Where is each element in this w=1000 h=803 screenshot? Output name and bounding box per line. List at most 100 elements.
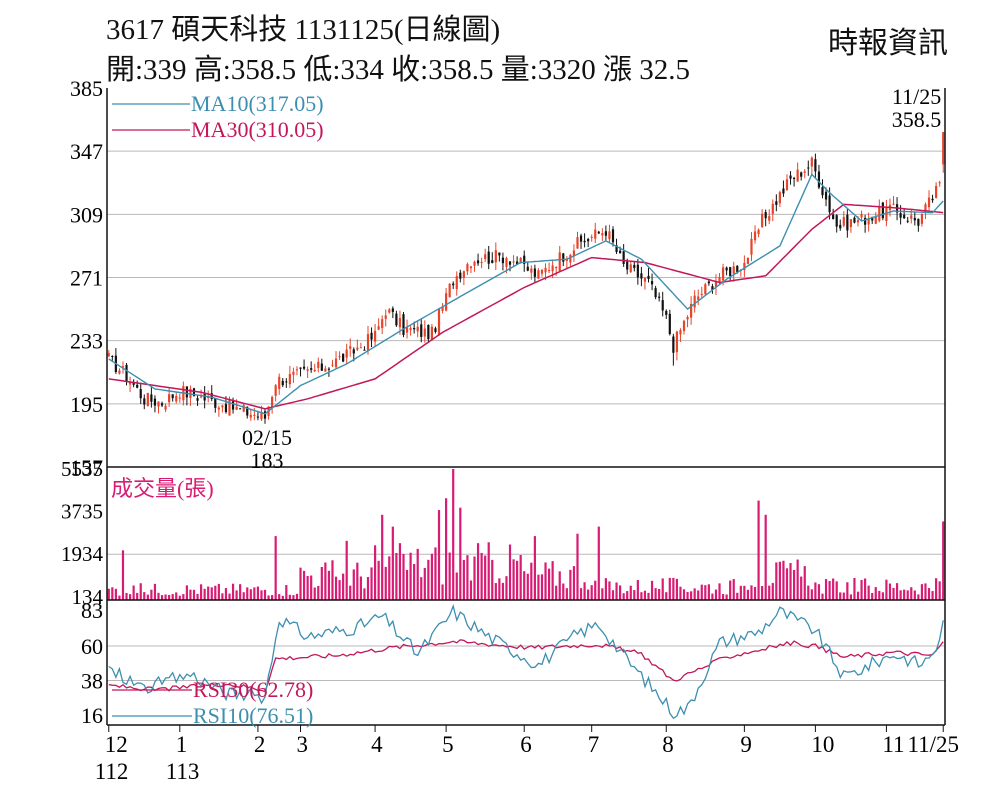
volume-tick-label: 3735 bbox=[61, 500, 103, 524]
candle-body bbox=[171, 394, 174, 399]
candle-body bbox=[807, 167, 810, 169]
volume-bar bbox=[878, 590, 881, 600]
candle-body bbox=[370, 332, 373, 340]
volume-bar bbox=[814, 582, 817, 600]
candle-body bbox=[594, 229, 597, 239]
candle-body bbox=[448, 283, 451, 298]
volume-bar bbox=[342, 573, 345, 600]
volume-bar bbox=[668, 577, 671, 600]
month-label: 5 bbox=[442, 732, 454, 757]
month-label: 3 bbox=[297, 732, 309, 757]
volume-bar bbox=[899, 590, 902, 600]
volume-bar bbox=[388, 556, 391, 600]
volume-bar bbox=[551, 561, 554, 600]
volume-bar bbox=[256, 586, 260, 600]
candle-body bbox=[714, 281, 718, 287]
volume-bar bbox=[423, 567, 426, 600]
candle-body bbox=[345, 349, 348, 358]
candle-body bbox=[672, 336, 675, 353]
volume-bar bbox=[530, 562, 533, 600]
volume-bar bbox=[892, 587, 895, 600]
volume-bar bbox=[665, 592, 668, 600]
candle-body bbox=[828, 195, 831, 213]
volume-bar bbox=[320, 567, 323, 600]
volume-bar bbox=[295, 593, 299, 600]
volume-bar bbox=[824, 579, 828, 600]
candle-body bbox=[253, 414, 256, 416]
volume-bar bbox=[125, 592, 128, 600]
candle-body bbox=[750, 238, 753, 255]
volume-bar bbox=[153, 583, 157, 600]
volume-bar bbox=[846, 582, 849, 600]
candle-body bbox=[938, 182, 941, 184]
volume-bar bbox=[466, 555, 469, 600]
volume-bar bbox=[150, 589, 153, 600]
candle-body bbox=[349, 346, 352, 349]
volume-bar bbox=[864, 578, 867, 600]
candle-body bbox=[743, 262, 746, 271]
volume-bar bbox=[650, 580, 654, 600]
volume-bar bbox=[462, 559, 465, 600]
candle-body bbox=[665, 310, 668, 315]
candle-body bbox=[917, 218, 920, 226]
candle-body bbox=[271, 397, 274, 408]
candle-body bbox=[452, 283, 455, 286]
volume-bar bbox=[555, 585, 558, 600]
candle-body bbox=[690, 303, 693, 318]
candle-body bbox=[136, 384, 139, 388]
volume-bar bbox=[721, 594, 725, 600]
volume-bar bbox=[498, 578, 501, 600]
candle-body bbox=[224, 404, 228, 413]
volume-bar bbox=[626, 591, 629, 600]
volume-bar bbox=[409, 552, 412, 600]
candle-body bbox=[160, 403, 164, 406]
candle-body bbox=[842, 216, 845, 226]
volume-bar bbox=[413, 563, 416, 600]
volume-bar bbox=[917, 594, 920, 600]
candle-body bbox=[476, 260, 480, 264]
volume-bar bbox=[405, 569, 409, 600]
volume-bar bbox=[647, 592, 650, 600]
volume-bar bbox=[697, 590, 700, 600]
volume-bar bbox=[398, 543, 402, 600]
candle-body bbox=[555, 267, 558, 269]
candle-body bbox=[249, 414, 252, 418]
volume-bar bbox=[562, 583, 565, 600]
candle-body bbox=[281, 380, 284, 386]
volume-bar bbox=[352, 569, 355, 600]
volume-bar bbox=[796, 559, 799, 600]
candle-body bbox=[771, 203, 774, 214]
volume-bar bbox=[743, 585, 746, 600]
volume-bar bbox=[203, 588, 206, 600]
candle-body bbox=[508, 261, 512, 265]
volume-bar bbox=[547, 568, 551, 600]
month-label: 9 bbox=[740, 732, 752, 757]
candle-body bbox=[732, 266, 735, 274]
candle-body bbox=[775, 201, 778, 205]
volume-bar bbox=[789, 563, 792, 600]
candle-body bbox=[199, 396, 203, 398]
volume-bar bbox=[579, 588, 583, 600]
volume-bar bbox=[817, 584, 821, 600]
volume-bar bbox=[228, 593, 231, 600]
volume-bar bbox=[931, 591, 934, 600]
volume-bar bbox=[569, 569, 572, 600]
volume-bar bbox=[920, 584, 924, 600]
candle-body bbox=[643, 277, 647, 282]
volume-bar bbox=[402, 553, 405, 600]
volume-bar bbox=[842, 592, 845, 600]
ma10-legend: MA10(317.05) bbox=[191, 91, 324, 116]
volume-bar bbox=[775, 562, 778, 600]
candle-body bbox=[824, 191, 828, 200]
volume-bar bbox=[111, 587, 114, 600]
volume-bar bbox=[594, 580, 597, 600]
volume-bar bbox=[711, 593, 714, 600]
low-price-annotation: 183 bbox=[251, 448, 284, 473]
volume-bar bbox=[757, 500, 760, 600]
volume-bar bbox=[590, 585, 593, 600]
candle-body bbox=[299, 367, 302, 369]
candle-body bbox=[753, 231, 757, 241]
volume-bar bbox=[913, 590, 916, 600]
volume-bar bbox=[338, 580, 341, 600]
volume-bar bbox=[452, 469, 455, 600]
